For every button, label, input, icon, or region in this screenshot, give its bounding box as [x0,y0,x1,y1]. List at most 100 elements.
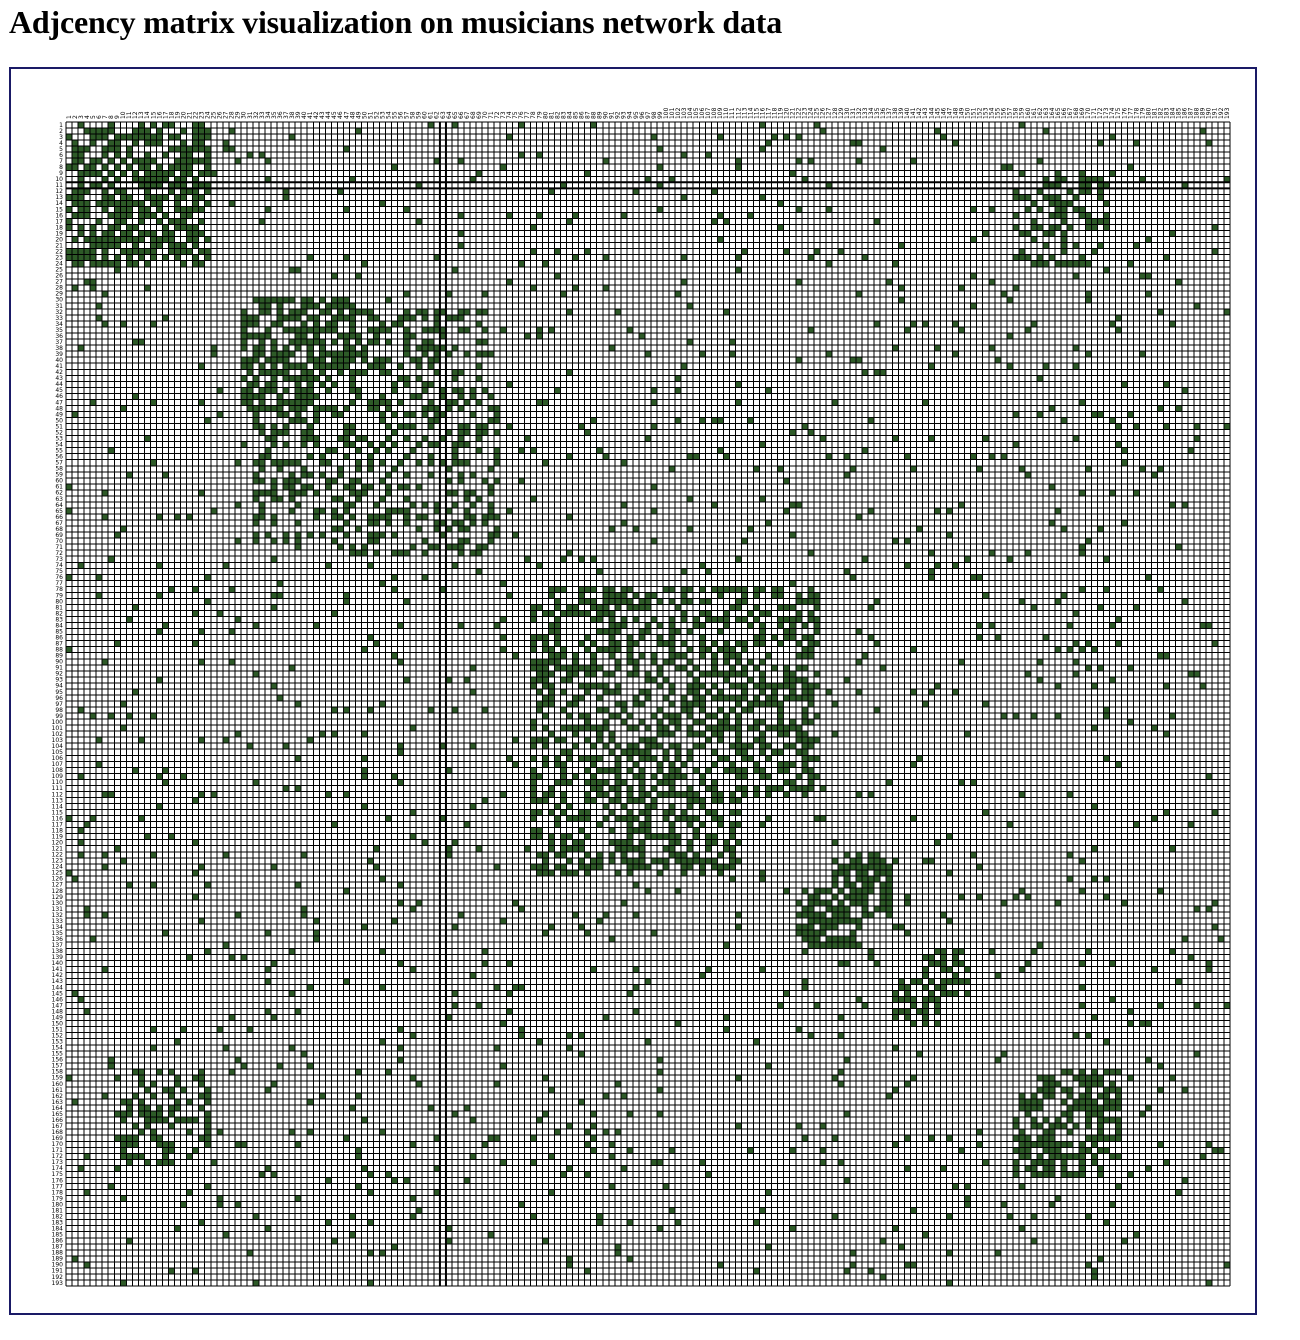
matrix-cell[interactable] [385,447,392,454]
matrix-cell[interactable] [367,339,374,346]
matrix-cell[interactable] [373,520,380,527]
matrix-cell[interactable] [687,526,694,533]
matrix-cell[interactable] [693,616,700,623]
matrix-cell[interactable] [1061,176,1068,183]
matrix-cell[interactable] [566,1032,573,1039]
matrix-cell[interactable] [325,375,332,382]
matrix-cell[interactable] [265,1008,272,1015]
matrix-cell[interactable] [1055,598,1062,605]
matrix-cell[interactable] [946,1279,953,1286]
matrix-cell[interactable] [644,863,652,870]
matrix-cell[interactable] [982,592,989,599]
matrix-cell[interactable] [132,1068,139,1075]
matrix-cell[interactable] [632,761,639,768]
matrix-cell[interactable] [602,592,609,599]
matrix-cell[interactable] [988,278,995,285]
matrix-cell[interactable] [807,912,814,919]
matrix-cell[interactable] [729,339,736,346]
matrix-cell[interactable] [699,598,706,605]
matrix-cell[interactable] [644,676,652,683]
matrix-cell[interactable] [747,707,754,714]
matrix-cell[interactable] [874,960,881,967]
matrix-cell[interactable] [114,224,121,231]
matrix-cell[interactable] [313,314,320,322]
matrix-cell[interactable] [283,345,290,352]
matrix-cell[interactable] [265,489,272,496]
matrix-cell[interactable] [1018,1183,1025,1190]
matrix-cell[interactable] [608,610,615,617]
matrix-cell[interactable] [144,230,151,237]
matrix-cell[interactable] [90,815,97,822]
matrix-cell[interactable] [789,604,796,611]
matrix-cell[interactable] [910,646,917,653]
matrix-cell[interactable] [180,1117,187,1124]
matrix-cell[interactable] [837,1014,845,1021]
matrix-cell[interactable] [72,194,79,201]
matrix-cell[interactable] [307,387,314,394]
matrix-cell[interactable] [608,616,615,623]
matrix-cell[interactable] [711,809,718,816]
matrix-cell[interactable] [240,387,247,394]
matrix-cell[interactable] [1145,1020,1152,1027]
matrix-cell[interactable] [638,604,645,611]
matrix-cell[interactable] [307,483,314,490]
matrix-cell[interactable] [530,815,537,822]
matrix-cell[interactable] [554,628,561,635]
matrix-cell[interactable] [548,869,555,876]
matrix-cell[interactable] [801,652,808,659]
matrix-cell[interactable] [331,1237,338,1244]
matrix-cell[interactable] [379,411,386,418]
matrix-cell[interactable] [1091,1135,1098,1142]
matrix-cell[interactable] [427,122,434,129]
matrix-cell[interactable] [705,713,712,720]
matrix-cell[interactable] [1139,1111,1146,1118]
matrix-cell[interactable] [747,725,754,732]
matrix-cell[interactable] [156,170,163,177]
matrix-cell[interactable] [813,942,820,949]
matrix-cell[interactable] [307,302,314,309]
matrix-cell[interactable] [1061,1165,1068,1172]
matrix-cell[interactable] [397,749,404,756]
matrix-cell[interactable] [614,791,621,798]
matrix-cell[interactable] [476,363,483,370]
matrix-cell[interactable] [409,966,416,973]
matrix-cell[interactable] [108,242,115,249]
matrix-cell[interactable] [729,791,736,798]
matrix-cell[interactable] [1037,1105,1044,1112]
matrix-cell[interactable] [138,158,145,165]
matrix-cell[interactable] [880,887,887,894]
matrix-cell[interactable] [675,719,682,726]
matrix-cell[interactable] [421,435,428,442]
matrix-cell[interactable] [524,845,531,852]
matrix-cell[interactable] [1012,194,1019,201]
matrix-cell[interactable] [1079,1080,1086,1087]
matrix-cell[interactable] [554,779,561,786]
matrix-cell[interactable] [126,164,133,171]
matrix-cell[interactable] [252,381,259,388]
matrix-cell[interactable] [542,640,549,647]
matrix-cell[interactable] [717,616,724,623]
matrix-cell[interactable] [458,387,465,394]
matrix-cell[interactable] [566,218,573,225]
matrix-cell[interactable] [1018,1129,1025,1136]
matrix-cell[interactable] [246,381,253,388]
matrix-cell[interactable] [307,1062,314,1069]
matrix-cell[interactable] [373,501,380,508]
matrix-cell[interactable] [717,725,724,732]
matrix-cell[interactable] [910,465,917,472]
matrix-cell[interactable] [1199,622,1206,629]
matrix-cell[interactable] [916,1008,923,1015]
matrix-cell[interactable] [192,146,199,153]
matrix-cell[interactable] [427,471,434,478]
matrix-cell[interactable] [361,544,368,551]
matrix-cell[interactable] [717,236,724,243]
matrix-cell[interactable] [657,664,664,671]
matrix-cell[interactable] [620,749,627,756]
matrix-cell[interactable] [723,694,730,701]
matrix-cell[interactable] [1145,1056,1152,1063]
matrix-cell[interactable] [765,1243,772,1250]
matrix-cell[interactable] [874,321,881,328]
matrix-cell[interactable] [186,1099,193,1106]
matrix-cell[interactable] [958,893,965,901]
matrix-cell[interactable] [717,737,724,744]
